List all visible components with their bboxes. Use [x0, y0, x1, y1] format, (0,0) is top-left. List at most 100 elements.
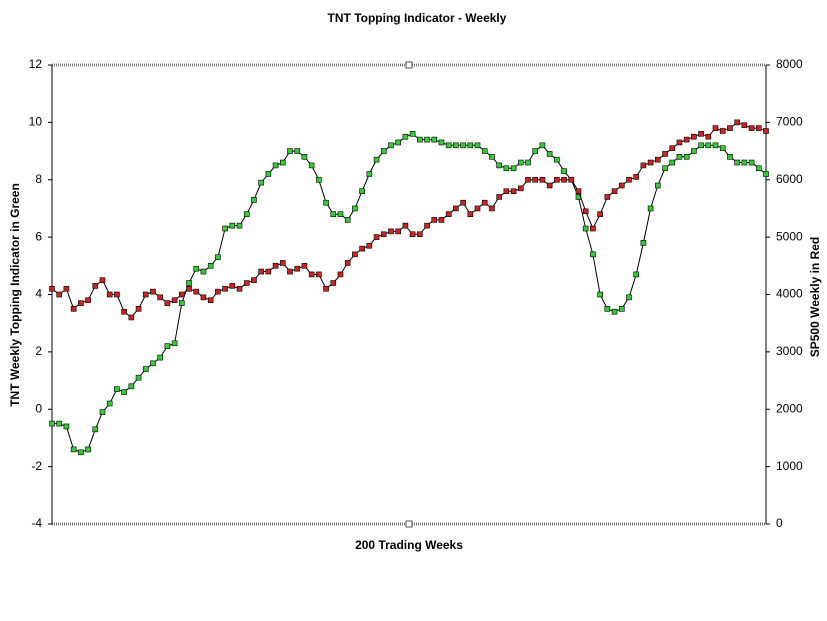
y-tick-label: 10 — [29, 115, 43, 129]
marker — [164, 343, 171, 349]
marker — [258, 179, 264, 186]
marker — [337, 211, 344, 217]
marker — [337, 271, 344, 278]
marker — [366, 171, 373, 177]
marker — [755, 125, 762, 131]
marker — [683, 154, 690, 160]
marker — [287, 268, 293, 275]
marker — [171, 340, 178, 347]
marker — [359, 245, 365, 252]
marker — [554, 156, 560, 163]
marker — [719, 128, 726, 134]
marker — [135, 374, 142, 381]
marker — [150, 288, 156, 295]
marker — [755, 165, 762, 172]
marker — [222, 285, 228, 292]
marker — [186, 280, 192, 286]
marker — [532, 148, 539, 154]
marker — [647, 205, 654, 212]
marker — [49, 420, 55, 427]
y-tick-label: 6 — [35, 229, 42, 243]
marker — [92, 426, 99, 433]
marker — [669, 145, 676, 151]
marker — [56, 420, 63, 427]
plot-frame — [51, 61, 767, 528]
marker — [85, 297, 91, 304]
marker — [63, 423, 70, 430]
marker — [272, 263, 279, 269]
marker — [431, 217, 438, 223]
marker — [539, 142, 546, 149]
marker — [611, 188, 618, 195]
series-line — [51, 121, 767, 319]
marker — [316, 176, 322, 183]
marker — [70, 446, 77, 453]
marker — [489, 205, 495, 212]
marker — [207, 263, 214, 269]
marker — [467, 211, 474, 217]
marker — [395, 228, 401, 235]
marker — [676, 154, 683, 160]
marker — [705, 133, 712, 140]
marker — [294, 148, 301, 154]
marker — [561, 168, 567, 174]
marker — [662, 165, 668, 172]
marker — [510, 165, 517, 172]
marker — [496, 162, 502, 169]
marker — [142, 291, 149, 298]
marker — [489, 154, 495, 160]
marker — [539, 176, 546, 183]
marker — [229, 283, 236, 289]
marker — [561, 176, 567, 183]
y-tick-label: 2 — [35, 344, 42, 358]
marker — [424, 136, 430, 143]
marker — [604, 306, 611, 312]
marker — [525, 159, 531, 166]
marker — [121, 308, 127, 315]
marker — [712, 142, 719, 149]
marker — [474, 205, 481, 212]
marker — [78, 300, 84, 306]
marker — [417, 231, 423, 238]
marker — [546, 182, 553, 189]
marker — [142, 366, 149, 372]
marker — [626, 176, 632, 183]
marker — [640, 240, 647, 246]
marker — [222, 225, 228, 232]
marker — [438, 139, 445, 146]
marker — [301, 154, 308, 160]
marker — [179, 291, 185, 298]
marker — [395, 139, 401, 146]
marker — [748, 125, 755, 131]
marker — [712, 125, 719, 131]
marker — [445, 142, 452, 149]
marker — [243, 280, 250, 286]
marker — [727, 154, 733, 160]
marker — [409, 131, 416, 137]
marker — [272, 162, 279, 169]
marker — [179, 300, 185, 306]
marker — [150, 360, 156, 367]
marker — [481, 148, 488, 154]
y-tick-label: 0 — [35, 401, 42, 415]
marker — [323, 285, 329, 292]
marker — [308, 271, 315, 278]
marker — [409, 231, 416, 238]
marker — [128, 314, 135, 321]
marker — [200, 294, 207, 301]
marker — [56, 291, 63, 298]
y-tick-label: -2 — [31, 459, 42, 473]
marker — [236, 222, 243, 229]
marker — [78, 449, 84, 456]
marker — [106, 400, 113, 407]
marker — [402, 133, 409, 140]
marker — [128, 383, 135, 390]
marker — [597, 211, 603, 217]
marker — [92, 283, 99, 289]
marker — [251, 197, 257, 203]
marker — [301, 263, 308, 269]
y2-tick-label: 4000 — [776, 287, 803, 301]
y2-tick-label: 2000 — [776, 401, 803, 415]
marker — [633, 271, 639, 278]
